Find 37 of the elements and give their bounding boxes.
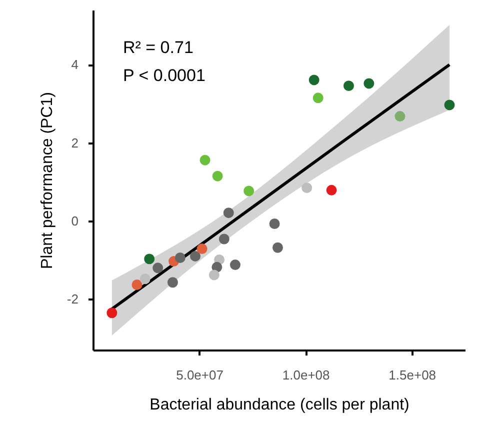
point [212,170,223,182]
point [174,252,186,264]
point [312,92,324,104]
point [200,154,210,166]
point [106,308,118,318]
point [326,184,337,196]
point [272,242,283,253]
point [218,234,230,244]
y-tick-label: 0 [71,214,78,229]
point [223,208,234,218]
point [343,80,354,92]
y-tick-label: -2 [66,292,78,307]
point [444,100,455,110]
point [269,218,280,230]
point [152,262,164,274]
y-tick-label: 4 [71,57,78,72]
point [394,111,406,122]
annotation: P < 0.0001 [123,66,206,85]
x-tick-label: 1.0e+08 [282,368,330,382]
annotation: R² = 0.71 [123,38,194,57]
point [244,186,254,196]
point [132,280,142,290]
point [140,274,150,284]
x-tick-label: 5.0e+07 [176,368,224,382]
y-axis-title: Plant performance (PC1) [38,92,56,269]
point [208,270,220,280]
point [144,254,155,264]
y-tick-label: 2 [71,135,78,150]
x-tick-label: 1.5e+08 [388,368,436,382]
point [230,260,240,270]
point [190,250,200,262]
point [364,78,374,89]
x-axis-title: Bacterial abundance (cells per plant) [150,396,410,414]
point [196,244,208,254]
point [302,182,312,194]
point [308,74,320,86]
point [167,277,178,288]
